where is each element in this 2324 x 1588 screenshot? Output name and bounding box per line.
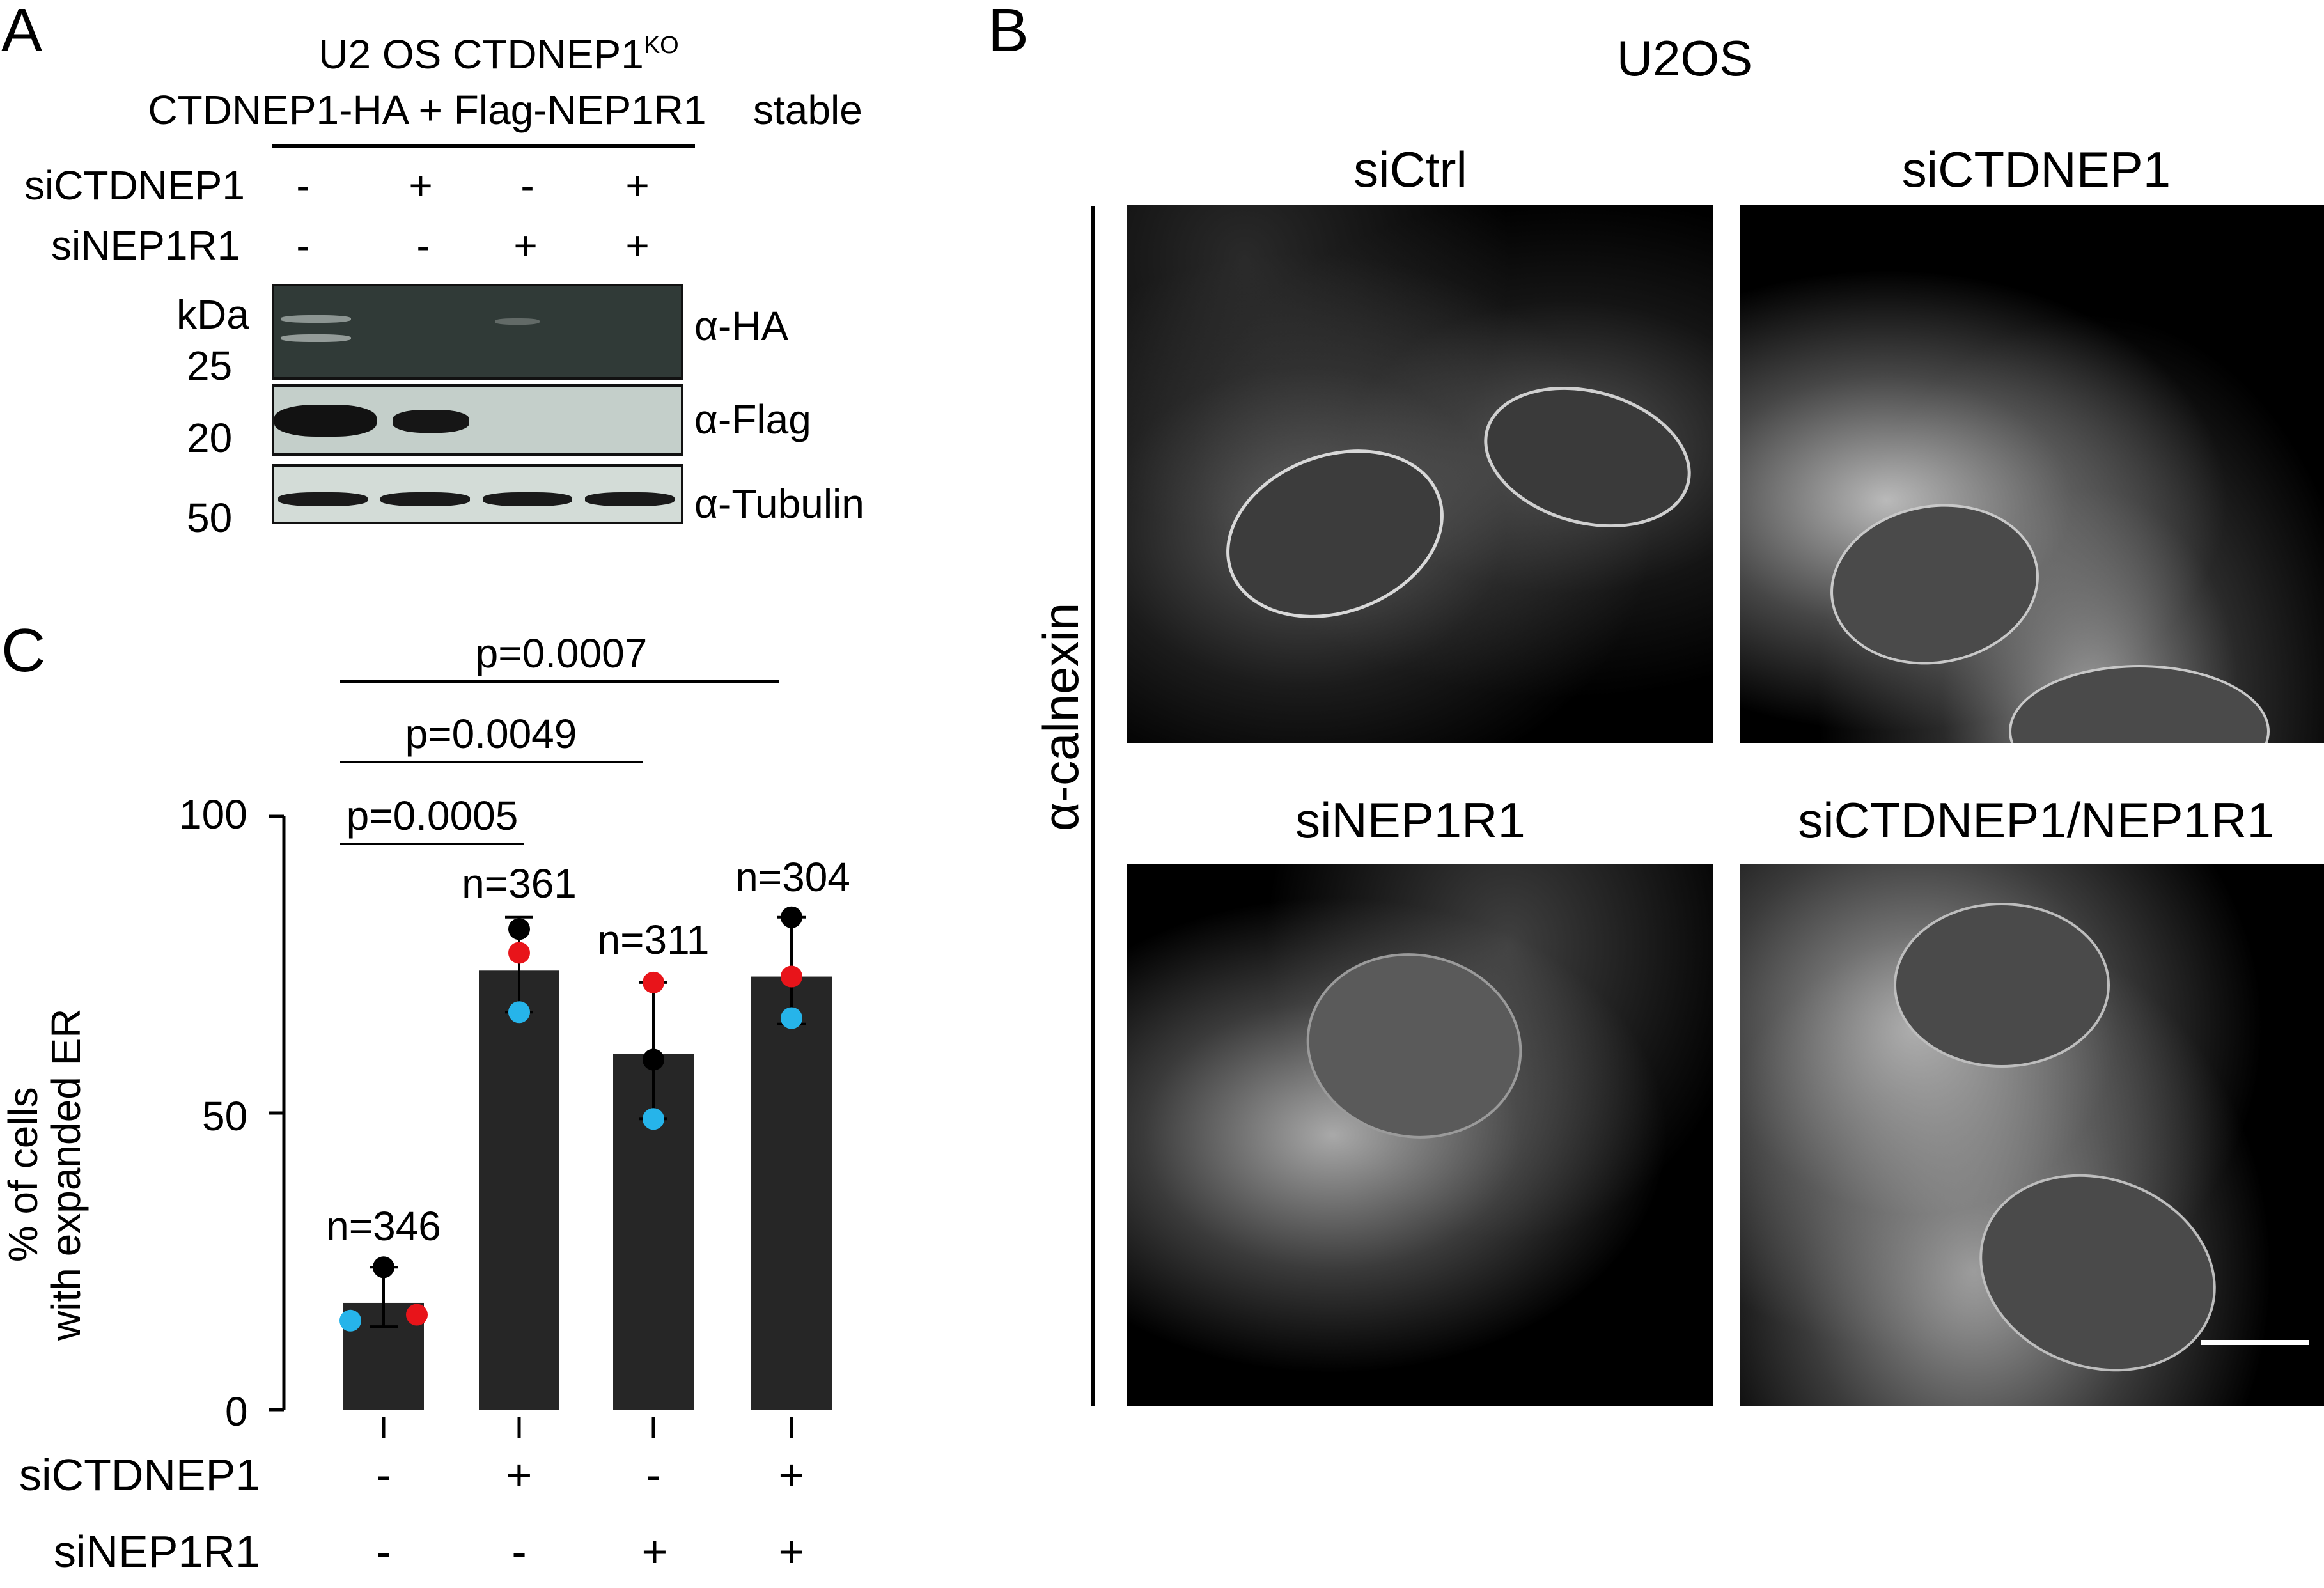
sign-a-r1-3: - (520, 162, 534, 208)
bars-group (343, 970, 832, 1410)
cell-line-superscript: KO (643, 32, 679, 59)
antibody-flag: α-Flag (694, 396, 811, 442)
condition-label-2: siCTDNEP1 (1901, 141, 2171, 198)
p-value-2: p=0.0049 (405, 711, 577, 757)
antibody-ha: α-HA (694, 303, 789, 349)
band-tub-4 (585, 492, 675, 506)
stain-bracket-line (1091, 206, 1095, 1406)
row-label-sictdnep1-c: siCTDNEP1 (19, 1450, 261, 1500)
replicate-dot-3-1 (339, 1309, 361, 1332)
n-label-1: n=346 (326, 1203, 441, 1249)
band-ha-3 (495, 318, 540, 325)
sign-c-r2-4: + (778, 1527, 805, 1576)
band-tub-3 (483, 492, 572, 506)
replicate-dot-3-4 (781, 1007, 802, 1029)
replicate-dot-2-1 (406, 1304, 428, 1326)
cell-line-text: U2 OS CTDNEP1 (318, 31, 644, 77)
panel-b-letter: B (988, 0, 1029, 65)
band-tub-2 (380, 492, 470, 506)
stable-label: stable (753, 87, 862, 133)
sign-a-r1-1: - (296, 162, 310, 208)
condition-label-1: siCtrl (1353, 141, 1467, 198)
error-bars-group (370, 915, 806, 1328)
panel-c-letter: C (1, 616, 46, 685)
micrograph-sictrl (1127, 205, 1713, 743)
n-label-2: n=361 (462, 860, 577, 907)
band-flag-2 (393, 410, 469, 433)
replicate-dot-2-4 (781, 965, 802, 988)
panel-b-title: U2OS (1616, 30, 1753, 86)
replicate-dot-1-4 (781, 906, 802, 928)
band-flag-1 (274, 405, 377, 437)
bar-4 (751, 976, 832, 1410)
p-value-3: p=0.0005 (346, 793, 519, 839)
construct-underline (272, 144, 695, 148)
y-tick-label-0: 0 (225, 1389, 248, 1435)
replicate-dot-3-3 (643, 1108, 664, 1130)
n-label-3: n=311 (597, 917, 710, 963)
sign-a-r2-1: - (296, 222, 310, 269)
nucleus (1894, 903, 2110, 1068)
sign-c-r2-2: - (511, 1527, 527, 1576)
y-axis-group (269, 814, 793, 1438)
cell-line-title: U2 OS CTDNEP1KO (318, 33, 678, 75)
p-value-1: p=0.0007 (475, 630, 648, 676)
y-axis-label-line-1: % of cells (0, 1087, 46, 1263)
sign-a-r2-4: + (625, 222, 650, 269)
scale-bar (2201, 1340, 2309, 1345)
bar-2 (479, 970, 559, 1410)
sign-c-r1-3: - (646, 1450, 661, 1500)
sign-a-r2-2: - (416, 222, 430, 269)
condition-label-3: siNEP1R1 (1295, 792, 1525, 848)
micrograph-sinep1r1 (1127, 864, 1713, 1406)
replicate-dot-3-2 (508, 1001, 530, 1024)
replicate-dots-group (339, 906, 802, 1332)
replicate-dot-2-2 (508, 942, 530, 964)
y-axis-label: % of cells with expanded ER (0, 983, 89, 1366)
replicate-dot-2-3 (643, 971, 664, 993)
blot-tubulin (272, 464, 683, 524)
sign-c-r1-4: + (778, 1450, 805, 1500)
row-label-sictdnep1-a: siCTDNEP1 (24, 162, 245, 208)
micrograph-sictdnep1-nep1r1 (1740, 864, 2324, 1406)
blot-ha (272, 284, 683, 380)
marker-50: 50 (187, 495, 233, 541)
band-tub-1 (278, 492, 368, 506)
y-tick-label-50: 50 (202, 1093, 248, 1139)
n-label-4: n=304 (735, 854, 850, 900)
y-axis-label-line-2: with expanded ER (43, 1008, 89, 1341)
replicate-dot-1-1 (373, 1256, 394, 1279)
sign-a-r1-2: + (409, 162, 433, 208)
condition-label-4: siCTDNEP1/NEP1R1 (1798, 792, 2275, 848)
row-label-sinep1r1-c: siNEP1R1 (54, 1527, 260, 1576)
marker-20: 20 (187, 415, 233, 461)
replicate-dot-1-3 (643, 1048, 664, 1071)
construct-label: CTDNEP1-HA + Flag-NEP1R1 (148, 87, 706, 133)
sign-a-r1-4: + (625, 162, 650, 208)
kda-label: kDa (176, 292, 249, 338)
er-texture (1740, 205, 2324, 743)
row-label-sinep1r1-a: siNEP1R1 (51, 222, 240, 269)
replicate-dot-1-2 (508, 918, 530, 940)
marker-25: 25 (187, 343, 233, 389)
significance-brackets (340, 680, 779, 845)
sign-c-r1-2: + (506, 1450, 533, 1500)
antibody-tubulin: α-Tubulin (694, 481, 864, 527)
panel-a-letter: A (1, 0, 43, 65)
micrograph-sictdnep1 (1740, 205, 2324, 743)
y-tick-label-100: 100 (179, 791, 247, 837)
sign-c-r2-1: - (376, 1527, 391, 1576)
sign-a-r2-3: + (513, 222, 538, 269)
sign-c-r1-1: - (376, 1450, 391, 1500)
sign-c-r2-3: + (641, 1527, 668, 1576)
band-ha-2 (281, 334, 351, 342)
band-ha-1 (281, 315, 351, 323)
blot-flag (272, 384, 683, 456)
